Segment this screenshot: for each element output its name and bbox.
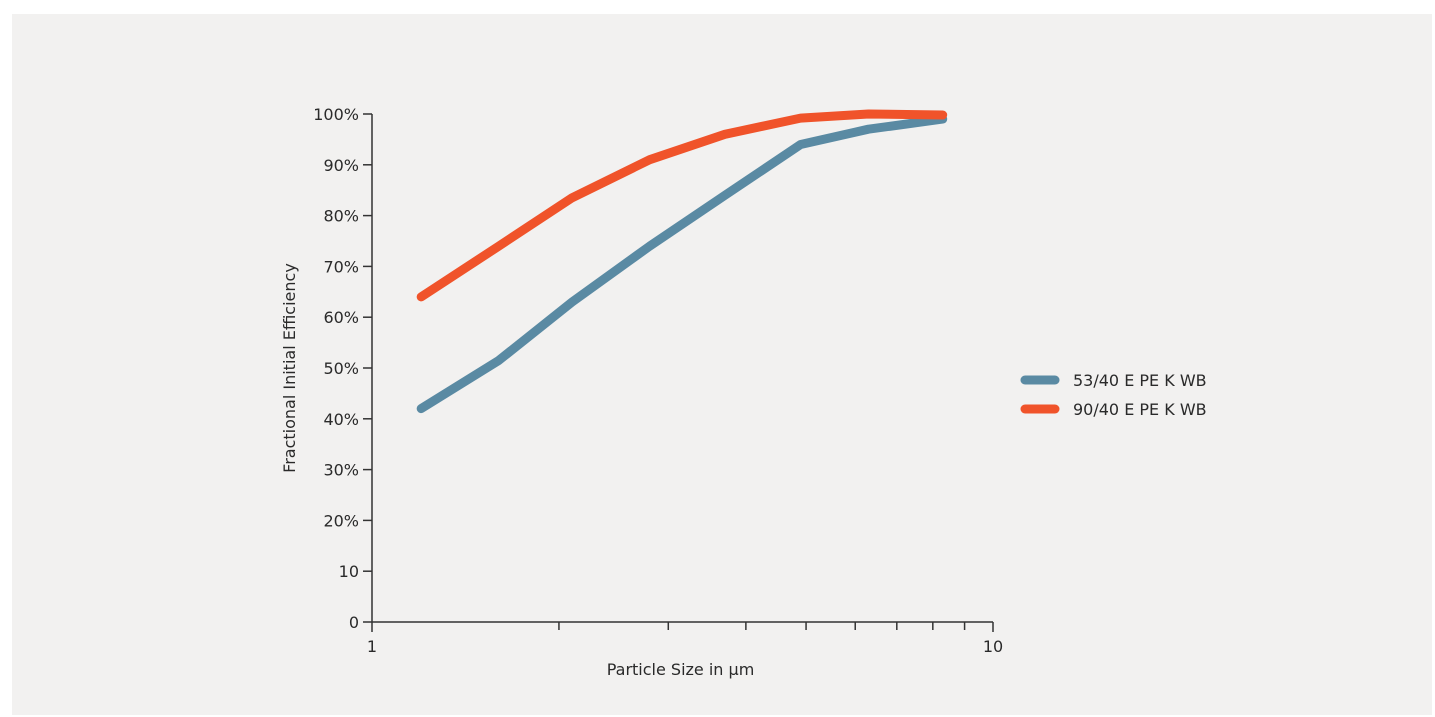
y-tick-label: 60% (323, 308, 359, 327)
y-axis-title: Fractional Initial Efficiency (280, 263, 299, 473)
y-tick-label: 90% (323, 156, 359, 175)
y-tick-label: 80% (323, 207, 359, 226)
y-tick-label: 100% (313, 105, 359, 124)
legend: 53/40 E PE K WB 90/40 E PE K WB (1020, 371, 1207, 419)
axes (371, 114, 993, 623)
y-tick-label: 10 (339, 562, 359, 581)
y-tick-label: 70% (323, 257, 359, 276)
x-ticks: 1 10 (367, 622, 1003, 656)
y-tick-label: 0 (349, 613, 359, 632)
y-tick-label: 30% (323, 461, 359, 480)
series-line-1 (416, 114, 948, 414)
legend-label: 53/40 E PE K WB (1073, 371, 1207, 390)
series-line-2 (416, 109, 948, 302)
legend-label: 90/40 E PE K WB (1073, 400, 1207, 419)
y-ticks: 0 10 20% 30% 40% 50% 60% 70% 80% 90% 100% (313, 105, 372, 632)
y-tick-label: 40% (323, 410, 359, 429)
x-tick-label: 10 (983, 637, 1003, 656)
y-tick-label: 50% (323, 359, 359, 378)
series-layer (416, 109, 948, 414)
x-axis-title: Particle Size in µm (607, 660, 755, 679)
x-tick-label: 1 (367, 637, 377, 656)
y-tick-label: 20% (323, 511, 359, 530)
